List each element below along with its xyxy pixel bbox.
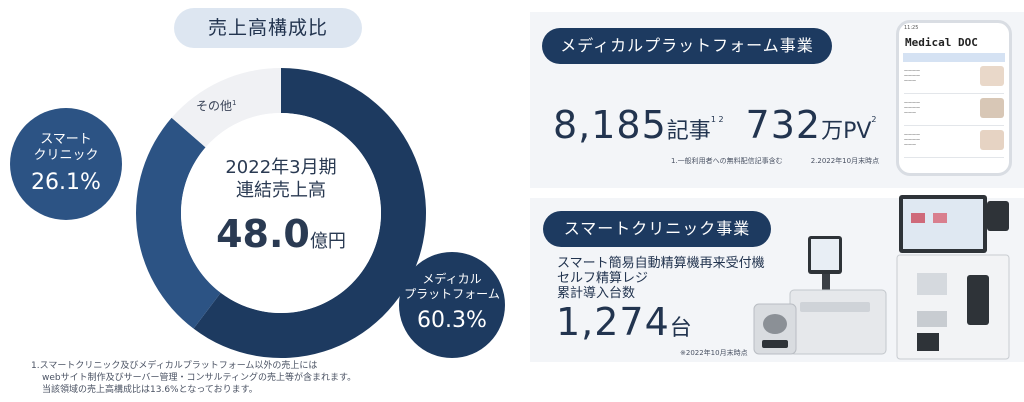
phone-mockup: 11:25 Medical DOC ———— ———— ——— ———— ———— ——… xyxy=(896,20,1012,176)
clinic-description: スマート簡易自動精算機再来受付機 セルフ精算レジ 累計導入台数 xyxy=(557,256,765,301)
donut-hole xyxy=(181,113,381,313)
medical-platform-title: メディカルプラットフォーム事業 xyxy=(542,28,832,64)
total-sales-value: 48.0億円 xyxy=(216,212,346,256)
self-checkout-register-illustration xyxy=(753,236,887,355)
medical-notes: 1.一般利用者への無料配信記事含む 2.2022年10月末時点 xyxy=(671,157,880,165)
clinic-note: ※2022年10月末時点 xyxy=(680,349,748,357)
slice-medical-platform xyxy=(193,68,426,358)
slice-other xyxy=(171,68,281,148)
smart-clinic-title: スマートクリニック事業 xyxy=(543,211,771,247)
revenue-donut-chart xyxy=(136,68,426,358)
smart-clinic-pct: 26.1% xyxy=(31,170,101,195)
fiscal-period: 2022年3月期 xyxy=(225,157,337,178)
clinic-install-count: 1,274台 xyxy=(556,300,692,344)
auto-payment-machine-illustration xyxy=(896,195,1010,360)
slice-smart-clinic xyxy=(136,117,221,329)
donut-center-label: 2022年3月期 連結売上高 48.0億円 xyxy=(181,157,381,265)
medical-doc-logo: Medical DOC xyxy=(905,36,978,49)
other-label: その他1 xyxy=(196,99,237,113)
consolidated-sales-label: 連結売上高 xyxy=(236,180,326,201)
medical-stats: 8,185記事1 2 732万PV2 xyxy=(553,103,877,147)
medical-platform-bubble: メディカル プラットフォーム 60.3% xyxy=(399,252,505,358)
footnote: 1.スマートクリニック及びメディカルプラットフォーム以外の売上には webサイト… xyxy=(31,361,357,395)
smart-clinic-bubble: スマート クリニック 26.1% xyxy=(10,108,122,220)
composition-title: 売上高構成比 xyxy=(174,8,362,48)
articles-count: 8,185 xyxy=(553,103,667,147)
medical-platform-pct: 60.3% xyxy=(417,308,487,333)
pv-count: 732 xyxy=(745,103,822,147)
